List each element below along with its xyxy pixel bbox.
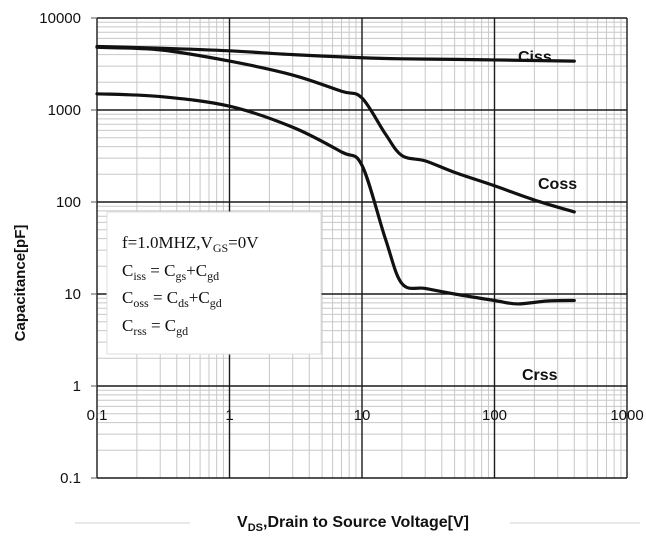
- annotation-line-3: Coss = Cds+Cgd: [122, 288, 222, 310]
- y-tick-label: 1: [73, 378, 81, 395]
- y-tick-label: 10: [64, 286, 81, 303]
- series-line-crss: [95, 92, 576, 306]
- x-tick-label: 1000: [610, 407, 643, 424]
- x-tick-label: 0.1: [87, 407, 108, 424]
- series-label-coss: Coss: [538, 176, 577, 193]
- annotation-box: f=1.0MHZ,VGS=0V Ciss = Cgs+Cgd Coss = Cd…: [106, 211, 322, 355]
- annotation-line-1: f=1.0MHZ,VGS=0V: [122, 233, 259, 255]
- y-tick-label: 100: [56, 194, 81, 211]
- series-line-ciss: [95, 44, 576, 63]
- grid: [91, 17, 628, 479]
- y-tick-label: 1000: [48, 102, 81, 119]
- y-tick-label: 0.1: [60, 470, 81, 487]
- series-line-coss: [95, 45, 576, 214]
- series-lines: [95, 44, 576, 306]
- x-tick-label: 1: [225, 407, 233, 424]
- y-tick-label: 10000: [39, 10, 81, 27]
- x-axis-label: VDS,Drain to Source Voltage[V]: [237, 514, 469, 534]
- tick-labels: 0.1 1 10 100 1000 0.1 1 10 100 1000 10000: [39, 10, 643, 487]
- annotation-line-4: Crss = Cgd: [122, 316, 188, 338]
- series-label-ciss: Ciss: [518, 49, 552, 66]
- x-tick-label: 10: [354, 407, 371, 424]
- annotation-line-2: Ciss = Cgs+Cgd: [122, 261, 219, 283]
- x-tick-label: 100: [482, 407, 507, 424]
- y-axis-label: Capacitance[pF]: [12, 225, 29, 342]
- annotation-background: [106, 211, 322, 355]
- series-label-crss: Crss: [522, 367, 558, 384]
